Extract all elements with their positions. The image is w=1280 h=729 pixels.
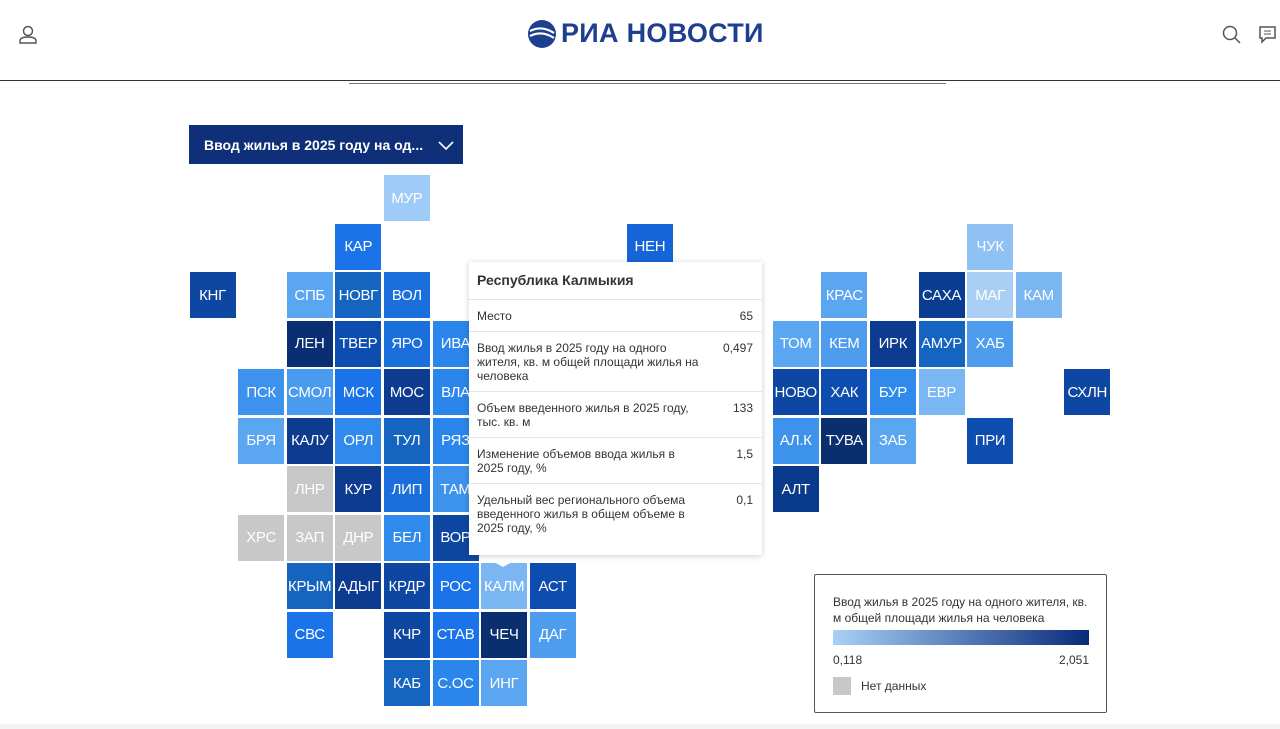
region-tile[interactable]: ОРЛ xyxy=(335,417,382,464)
region-tile[interactable]: ТУЛ xyxy=(383,417,430,464)
region-tile[interactable]: КУР xyxy=(335,466,382,512)
region-tile[interactable]: ЧЕЧ xyxy=(481,611,528,658)
logo[interactable]: РИА НОВОСТИ xyxy=(527,18,764,49)
tooltip-value: 1,5 xyxy=(736,447,753,461)
region-tile[interactable]: МУР xyxy=(383,175,430,221)
tooltip-rows: Место 65 Ввод жилья в 2025 году на одного … xyxy=(469,299,762,543)
dropdown[interactable]: Ввод жилья в 2025 году на од... xyxy=(189,125,463,164)
region-tile[interactable]: ХАК xyxy=(821,369,868,415)
region-tile[interactable]: КЕМ xyxy=(821,320,868,367)
region-tile[interactable]: ПРИ xyxy=(967,417,1014,464)
region-tile[interactable]: АЛТ xyxy=(772,466,819,512)
region-tile[interactable]: БРЯ xyxy=(238,417,285,464)
region-tile[interactable]: ЧУК xyxy=(967,223,1014,270)
region-tile[interactable]: КАЛМ xyxy=(481,563,528,609)
region-tile[interactable]: ЗАБ xyxy=(869,417,916,464)
header-border xyxy=(0,80,1280,81)
region-tile[interactable]: ХРС xyxy=(238,514,285,561)
region-tile[interactable]: СХЛН xyxy=(1064,369,1111,415)
logo-text: РИА НОВОСТИ xyxy=(561,18,764,48)
legend-max: 2,051 xyxy=(1058,653,1089,667)
region-tile[interactable]: ИРК xyxy=(869,320,916,367)
region-tile[interactable]: КАМ xyxy=(1015,272,1062,318)
tooltip-pointer xyxy=(480,554,526,567)
region-tile[interactable]: ТОМ xyxy=(772,320,819,367)
region-tile[interactable]: ЛИП xyxy=(383,466,430,512)
region-tile[interactable]: ЗАП xyxy=(286,514,333,561)
legend: Ввод жилья в 2025 году на одного жителя,… xyxy=(814,574,1107,713)
search-icon[interactable] xyxy=(1221,24,1243,46)
region-tile[interactable]: ДАГ xyxy=(529,611,576,658)
region-tile[interactable]: АЛ.К xyxy=(772,417,819,464)
logo-mark xyxy=(528,19,556,48)
region-tile[interactable]: ТУВА xyxy=(821,417,868,464)
region-tile[interactable]: С.ОС xyxy=(432,660,479,706)
region-tile[interactable]: ТВЕР xyxy=(335,320,382,367)
tooltip-row: Изменение объемов ввода жилья в 2025 год… xyxy=(469,437,762,483)
region-tile[interactable]: БЕЛ xyxy=(383,514,430,561)
region-tile[interactable]: КРДР xyxy=(383,563,430,609)
tooltip-row: Ввод жилья в 2025 году на одного жителя,… xyxy=(469,331,762,391)
region-tile[interactable]: МАГ xyxy=(967,272,1014,318)
region-tile[interactable]: БУР xyxy=(869,369,916,415)
tooltip-row: Место 65 xyxy=(469,299,762,331)
region-tile[interactable]: АСТ xyxy=(529,563,576,609)
tooltip-row: Удельный вес регионального объема введен… xyxy=(469,483,762,543)
region-tile[interactable]: НЕН xyxy=(626,223,673,270)
region-tile[interactable]: ЛЕН xyxy=(286,320,333,367)
region-tile[interactable]: ЛНР xyxy=(286,466,333,512)
tooltip-row: Объем введенного жилья в 2025 году, тыс.… xyxy=(469,391,762,437)
region-tile[interactable]: СПБ xyxy=(286,272,333,318)
profile-icon[interactable] xyxy=(17,24,39,46)
region-tile[interactable]: СМОЛ xyxy=(286,369,333,415)
region-tile[interactable]: КЧР xyxy=(383,611,430,658)
region-tile[interactable]: ВОЛ xyxy=(383,272,430,318)
region-tile[interactable]: КАЛУ xyxy=(286,417,333,464)
region-tile[interactable]: СТАВ xyxy=(432,611,479,658)
region-tile[interactable]: ЕВР xyxy=(918,369,965,415)
region-tile[interactable]: КРЫМ xyxy=(286,563,333,609)
tooltip-label: Место xyxy=(477,309,512,323)
chevron xyxy=(438,140,454,150)
tooltip-label: Объем введенного жилья в 2025 году, тыс.… xyxy=(477,401,689,429)
divider xyxy=(349,83,946,84)
legend-title: Ввод жилья в 2025 году на одного жителя,… xyxy=(833,595,1088,625)
no-data-swatch xyxy=(833,677,851,695)
legend-gradient xyxy=(833,630,1089,645)
region-tile[interactable]: НОВО xyxy=(772,369,819,415)
region-tile[interactable]: ЯРО xyxy=(383,320,430,367)
region-tile[interactable]: ДНР xyxy=(335,514,382,561)
legend-min: 0,118 xyxy=(833,653,863,667)
region-tile[interactable]: АДЫГ xyxy=(335,563,382,609)
region-tile[interactable]: МОС xyxy=(383,369,430,415)
region-tile[interactable]: МСК xyxy=(335,369,382,415)
no-data-label: Нет данных xyxy=(861,679,927,693)
region-tile[interactable]: КНГ xyxy=(189,272,236,318)
region-tile[interactable]: САХА xyxy=(918,272,965,318)
region-tile[interactable]: КАР xyxy=(335,223,382,270)
tooltip-label: Ввод жилья в 2025 году на одного жителя,… xyxy=(477,341,699,383)
region-tile[interactable]: НОВГ xyxy=(335,272,382,318)
region-tile[interactable]: СВС xyxy=(286,611,333,658)
region-tile[interactable]: РОС xyxy=(432,563,479,609)
tooltip: Республика Калмыкия Место 65 Ввод жилья в … xyxy=(469,262,762,555)
region-tile[interactable]: КРАС xyxy=(821,272,868,318)
dropdown-label: Ввод жилья в 2025 году на од... xyxy=(204,136,424,153)
tooltip-value: 0,497 xyxy=(722,341,753,355)
footer-strip xyxy=(0,724,1280,729)
tooltip-label: Изменение объемов ввода жилья в 2025 год… xyxy=(477,447,675,475)
tooltip-value: 0,1 xyxy=(736,493,753,507)
region-tile[interactable]: КАБ xyxy=(383,660,430,706)
tooltip-title: Республика Калмыкия xyxy=(477,272,634,288)
region-tile[interactable]: ПСК xyxy=(238,369,285,415)
tooltip-value: 65 xyxy=(739,309,753,323)
tooltip-value: 133 xyxy=(732,401,753,415)
region-tile[interactable]: ИНГ xyxy=(481,660,528,706)
tooltip-label: Удельный вес регионального объема введен… xyxy=(477,493,686,535)
chat-icon[interactable] xyxy=(1257,24,1279,46)
region-tile[interactable]: АМУР xyxy=(918,320,965,367)
region-tile[interactable]: ХАБ xyxy=(967,320,1014,367)
